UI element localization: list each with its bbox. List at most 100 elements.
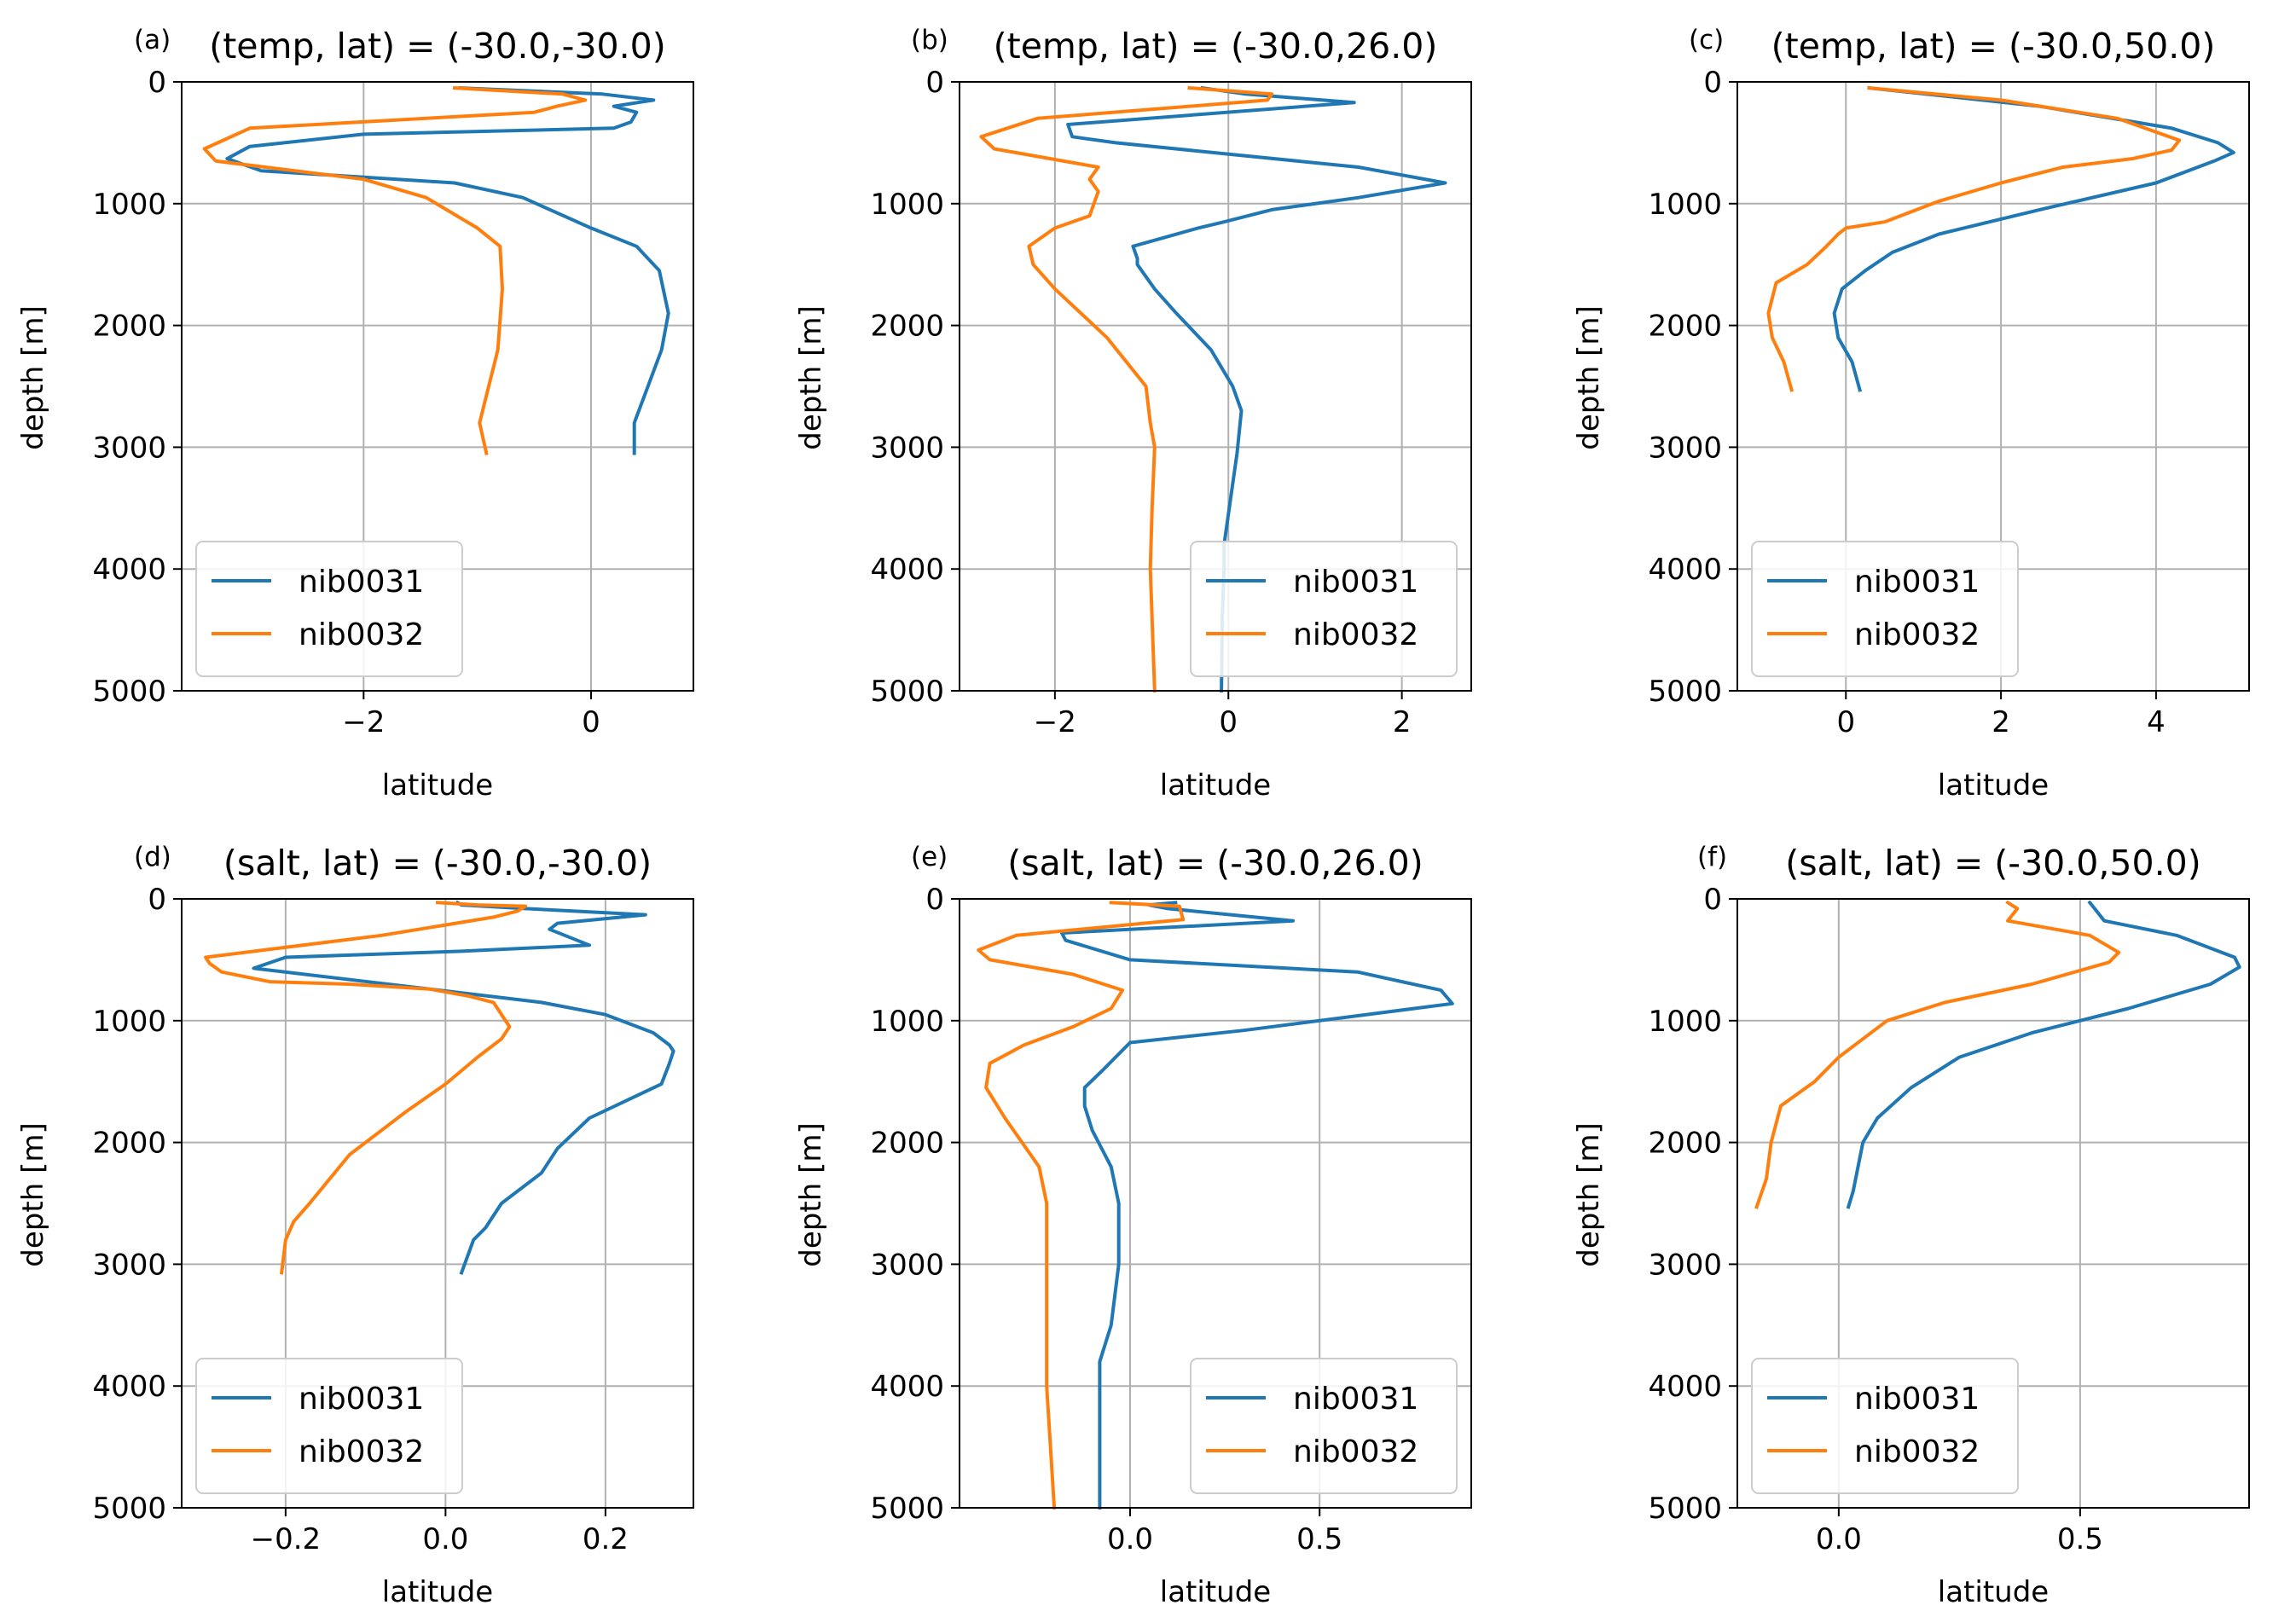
series-line-nib0032	[977, 901, 1186, 1510]
y-tick-label: 4000	[870, 553, 944, 587]
y-tick-label: 3000	[1648, 1248, 1722, 1282]
panel-label: (b)	[911, 25, 948, 55]
legend-box	[1751, 1358, 2019, 1494]
x-tick-label: 0.5	[1296, 1522, 1342, 1556]
x-tick-label: 2	[1393, 705, 1412, 739]
y-tick-label: 2000	[870, 1127, 944, 1161]
x-tick-label: 0	[582, 705, 600, 739]
legend-label: nib0032	[1854, 617, 1980, 652]
axes-frame	[959, 81, 1472, 692]
panel-a: (a) (temp, lat) = (-30.0,-30.0) latitude…	[16, 25, 694, 803]
panel-label: (f)	[1697, 842, 1727, 872]
x-tick-label: −2	[1034, 705, 1076, 739]
x-tick-label: 0.0	[422, 1522, 468, 1556]
series-line-nib0031	[1066, 85, 1447, 693]
y-tick-label: 1000	[1648, 188, 1722, 222]
x-axis-label: latitude	[1938, 768, 2049, 803]
x-tick-label: 2	[1992, 705, 2010, 739]
series-line-nib0031	[225, 86, 670, 455]
legend-label: nib0031	[1293, 565, 1418, 600]
y-tick-label: 0	[1703, 66, 1722, 100]
legend-box	[1190, 1358, 1458, 1494]
series-line-nib0031	[1060, 901, 1454, 1510]
y-tick-label: 3000	[92, 1248, 166, 1282]
axes-frame	[959, 898, 1472, 1509]
legend-label: nib0031	[299, 1382, 424, 1417]
series-line-nib0031	[252, 900, 675, 1275]
y-tick-label: 2000	[1648, 1127, 1722, 1161]
plot-area: −2 0 2 0 1000 2000 3000 4000 5000 nib0031 nib0032	[870, 66, 1472, 739]
legend-label: nib0031	[1293, 1382, 1418, 1417]
y-tick-label: 2000	[92, 310, 166, 344]
x-tick-label: 0.0	[1107, 1522, 1153, 1556]
legend-box	[195, 541, 463, 677]
legend: nib0031 nib0032	[1190, 541, 1458, 677]
x-tick-label: 0	[1836, 705, 1855, 739]
series-line-nib0032	[979, 85, 1274, 693]
y-tick-label: 5000	[870, 675, 944, 709]
y-axis-label: depth [m]	[16, 305, 50, 449]
panel-title: (temp, lat) = (-30.0,26.0)	[994, 26, 1438, 67]
x-axis-label: latitude	[382, 768, 493, 803]
legend-label: nib0032	[1293, 617, 1418, 652]
series-line-nib0031	[1846, 900, 2241, 1209]
y-tick-label: 4000	[1648, 553, 1722, 587]
y-axis-label: depth [m]	[16, 1122, 50, 1266]
panel-title: (salt, lat) = (-30.0,50.0)	[1785, 843, 2200, 884]
series-line-nib0032	[204, 901, 528, 1275]
plot-area: −0.2 0.0 0.2010002000300040005000nib0031ni…	[92, 883, 694, 1556]
panel-c: (c) (temp, lat) = (-30.0,50.0) latitude …	[1572, 25, 2250, 803]
legend-label: nib0031	[1854, 565, 1980, 600]
axes-frame	[181, 81, 694, 692]
panel-b: (b) (temp, lat) = (-30.0,26.0) latitude …	[794, 25, 1472, 803]
series-line-nib0032	[202, 85, 588, 455]
panel-d: (d) (salt, lat) = (-30.0,-30.0) latitude…	[16, 842, 694, 1609]
x-tick-label: −0.2	[251, 1522, 322, 1556]
legend-label: nib0032	[299, 1434, 424, 1469]
x-tick-label: −2	[342, 705, 385, 739]
y-axis-label: depth [m]	[794, 1122, 828, 1266]
legend-box	[1751, 541, 2019, 677]
y-tick-label: 5000	[1648, 1492, 1722, 1526]
panel-title: (salt, lat) = (-30.0,-30.0)	[223, 843, 652, 884]
y-tick-label: 4000	[92, 553, 166, 587]
legend: nib0031 nib0032	[1751, 541, 2019, 677]
y-tick-label: 0	[148, 883, 166, 917]
x-axis-label: latitude	[1938, 1575, 2049, 1609]
y-axis-label: depth [m]	[794, 305, 828, 449]
panel-title: (temp, lat) = (-30.0,-30.0)	[209, 26, 666, 67]
y-tick-label: 0	[1703, 883, 1722, 917]
panel-label: (a)	[134, 25, 171, 55]
y-tick-label: 1000	[870, 1005, 944, 1039]
y-tick-label: 5000	[870, 1492, 944, 1526]
y-tick-label: 3000	[870, 1248, 944, 1282]
legend-label: nib0031	[299, 565, 424, 600]
series-line-nib0032	[1754, 900, 2121, 1209]
panel-e: (e) (salt, lat) = (-30.0,26.0) latitude …	[794, 842, 1472, 1609]
plot-area: 0.0 0.5010002000300040005000nib0031nib003…	[1648, 883, 2250, 1556]
x-axis-label: latitude	[1160, 1575, 1271, 1609]
legend-box	[1190, 541, 1458, 677]
axes-frame	[181, 898, 694, 1509]
x-tick-label: 0.5	[2057, 1522, 2103, 1556]
y-axis-label: depth [m]	[1572, 1122, 1606, 1266]
y-tick-label: 2000	[870, 310, 944, 344]
legend: nib0031 nib0032	[195, 541, 463, 677]
y-tick-label: 2000	[92, 1127, 166, 1161]
y-tick-label: 1000	[92, 188, 166, 222]
x-tick-label: 4	[2147, 705, 2166, 739]
x-tick-label: 0.2	[583, 1522, 629, 1556]
y-tick-label: 1000	[1648, 1005, 1722, 1039]
y-tick-label: 4000	[870, 1370, 944, 1404]
y-tick-label: 1000	[870, 188, 944, 222]
legend: nib0031 nib0032	[195, 1358, 463, 1494]
axes-frame	[1736, 898, 2250, 1509]
y-tick-label: 0	[148, 66, 166, 100]
panel-label: (c)	[1689, 25, 1724, 55]
y-tick-label: 3000	[92, 431, 166, 465]
y-tick-label: 0	[925, 883, 944, 917]
legend-label: nib0032	[1854, 1434, 1980, 1469]
y-tick-label: 1000	[92, 1005, 166, 1039]
plot-area: 0 2 4 0 1000 2000 3000 4000 5000 nib0031 nib0032	[1648, 66, 2250, 739]
